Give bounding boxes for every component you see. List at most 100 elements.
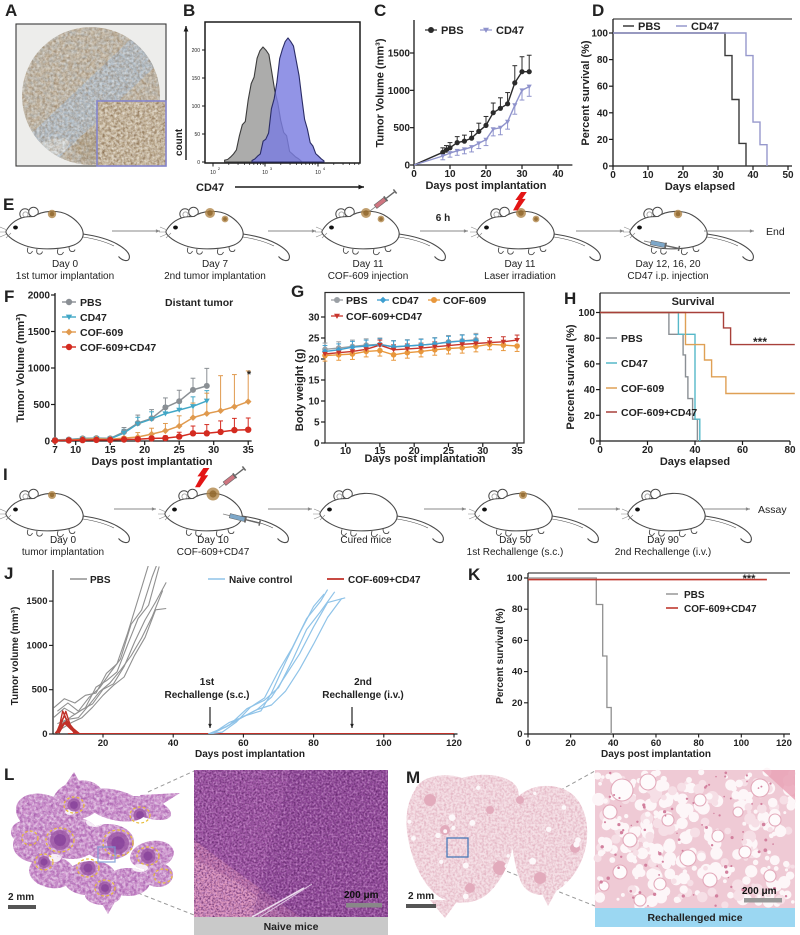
svg-text:D: D xyxy=(592,1,604,20)
svg-text:80: 80 xyxy=(597,55,609,66)
svg-text:Day 50: Day 50 xyxy=(499,535,531,546)
svg-text:100: 100 xyxy=(578,308,595,319)
svg-text:40: 40 xyxy=(584,385,596,396)
svg-text:120: 120 xyxy=(776,738,792,749)
svg-text:Day 11: Day 11 xyxy=(353,259,384,270)
svg-text:Naive mice: Naive mice xyxy=(264,921,319,933)
svg-text:Day 12, 16, 20: Day 12, 16, 20 xyxy=(635,259,700,270)
svg-text:Naive control: Naive control xyxy=(229,575,293,586)
svg-text:20: 20 xyxy=(512,698,523,709)
svg-text:5: 5 xyxy=(314,418,320,429)
svg-text:L: L xyxy=(4,765,14,784)
svg-text:10: 10 xyxy=(444,169,456,180)
svg-text:150: 150 xyxy=(192,76,201,82)
svg-text:COF-609+CD47: COF-609+CD47 xyxy=(684,604,757,615)
svg-text:CD47: CD47 xyxy=(392,295,419,307)
svg-text:120: 120 xyxy=(446,738,462,749)
svg-text:H: H xyxy=(564,289,576,308)
svg-text:COF-609: COF-609 xyxy=(621,383,664,395)
svg-text:60: 60 xyxy=(512,635,523,646)
svg-text:500: 500 xyxy=(393,123,410,134)
svg-text:Days post implantation: Days post implantation xyxy=(195,749,305,760)
svg-text:Days post implantation: Days post implantation xyxy=(601,749,711,760)
svg-text:C: C xyxy=(374,1,386,20)
svg-text:60: 60 xyxy=(584,359,596,370)
svg-text:Day 10: Day 10 xyxy=(197,535,229,546)
svg-text:1000: 1000 xyxy=(26,640,47,651)
svg-text:Cured mice: Cured mice xyxy=(340,535,392,546)
svg-text:80: 80 xyxy=(784,445,796,456)
svg-text:60: 60 xyxy=(597,82,609,93)
svg-text:0: 0 xyxy=(589,437,595,448)
svg-text:J: J xyxy=(4,564,13,583)
svg-text:A: A xyxy=(5,1,17,20)
svg-text:Percent survival (%): Percent survival (%) xyxy=(580,40,592,145)
svg-text:15: 15 xyxy=(374,446,386,457)
svg-text:200 μm: 200 μm xyxy=(742,886,777,897)
svg-text:0: 0 xyxy=(404,161,410,172)
svg-text:30: 30 xyxy=(477,446,489,457)
svg-text:Assay: Assay xyxy=(758,504,787,516)
svg-text:PBS: PBS xyxy=(346,295,368,307)
svg-text:0: 0 xyxy=(610,170,616,181)
svg-text:20: 20 xyxy=(480,169,492,180)
svg-text:7: 7 xyxy=(52,445,58,456)
svg-text:40: 40 xyxy=(689,445,701,456)
svg-text:20: 20 xyxy=(98,738,109,749)
svg-text:Day 0: Day 0 xyxy=(50,535,77,546)
svg-text:Survival: Survival xyxy=(672,296,715,308)
svg-text:COF-609+CD47: COF-609+CD47 xyxy=(346,311,422,323)
svg-text:Day 0: Day 0 xyxy=(52,259,79,270)
svg-text:Tumor volume (mm³): Tumor volume (mm³) xyxy=(10,607,21,706)
svg-text:K: K xyxy=(468,565,481,584)
svg-text:COF-609 injection: COF-609 injection xyxy=(328,271,409,282)
svg-text:1500: 1500 xyxy=(26,596,47,607)
svg-text:0: 0 xyxy=(517,729,522,740)
svg-text:2nd tumor implantation: 2nd tumor implantation xyxy=(164,271,266,282)
svg-text:2000: 2000 xyxy=(28,291,51,302)
svg-text:0: 0 xyxy=(597,445,603,456)
svg-text:0: 0 xyxy=(525,738,530,749)
svg-text:Days elapsed: Days elapsed xyxy=(665,181,735,193)
svg-text:Percent survival (%): Percent survival (%) xyxy=(565,324,577,429)
svg-text:count: count xyxy=(174,128,185,156)
svg-text:1500: 1500 xyxy=(28,327,51,338)
svg-text:CD47: CD47 xyxy=(691,21,719,33)
svg-text:G: G xyxy=(291,282,304,301)
svg-text:PBS: PBS xyxy=(80,297,102,309)
svg-text:Tumor Volume (mm³): Tumor Volume (mm³) xyxy=(375,38,387,147)
svg-text:2nd: 2nd xyxy=(354,677,372,688)
svg-text:40: 40 xyxy=(552,169,564,180)
svg-text:CD47 i.p. injection: CD47 i.p. injection xyxy=(627,271,708,282)
svg-text:Rechallenge (i.v.): Rechallenge (i.v.) xyxy=(322,690,404,701)
svg-text:10: 10 xyxy=(340,446,352,457)
svg-text:60: 60 xyxy=(737,445,749,456)
svg-text:CD47: CD47 xyxy=(496,25,524,37)
svg-text:tumor implantation: tumor implantation xyxy=(22,547,104,558)
svg-text:10: 10 xyxy=(210,170,216,176)
svg-text:0: 0 xyxy=(197,160,200,166)
svg-text:20: 20 xyxy=(677,170,689,181)
svg-text:1st: 1st xyxy=(200,677,215,688)
svg-text:0: 0 xyxy=(411,169,417,180)
svg-text:1st tumor implantation: 1st tumor implantation xyxy=(16,271,114,282)
svg-text:40: 40 xyxy=(597,108,609,119)
svg-text:COF-609+CD47: COF-609+CD47 xyxy=(348,575,421,586)
svg-text:80: 80 xyxy=(512,604,523,615)
svg-text:B: B xyxy=(183,1,195,20)
svg-text:CD47: CD47 xyxy=(196,182,224,194)
svg-text:Day 7: Day 7 xyxy=(202,259,229,270)
svg-text:100: 100 xyxy=(192,104,201,110)
svg-text:2: 2 xyxy=(218,166,221,171)
svg-text:60: 60 xyxy=(651,738,662,749)
svg-text:80: 80 xyxy=(693,738,704,749)
svg-text:25: 25 xyxy=(174,445,186,456)
svg-text:25: 25 xyxy=(308,334,320,345)
svg-text:Distant tumor: Distant tumor xyxy=(165,297,233,309)
svg-text:COF-609+CD47: COF-609+CD47 xyxy=(621,407,697,419)
svg-text:15: 15 xyxy=(105,445,117,456)
svg-text:40: 40 xyxy=(512,667,523,678)
svg-text:30: 30 xyxy=(516,169,528,180)
svg-text:500: 500 xyxy=(33,400,50,411)
svg-text:20: 20 xyxy=(139,445,151,456)
